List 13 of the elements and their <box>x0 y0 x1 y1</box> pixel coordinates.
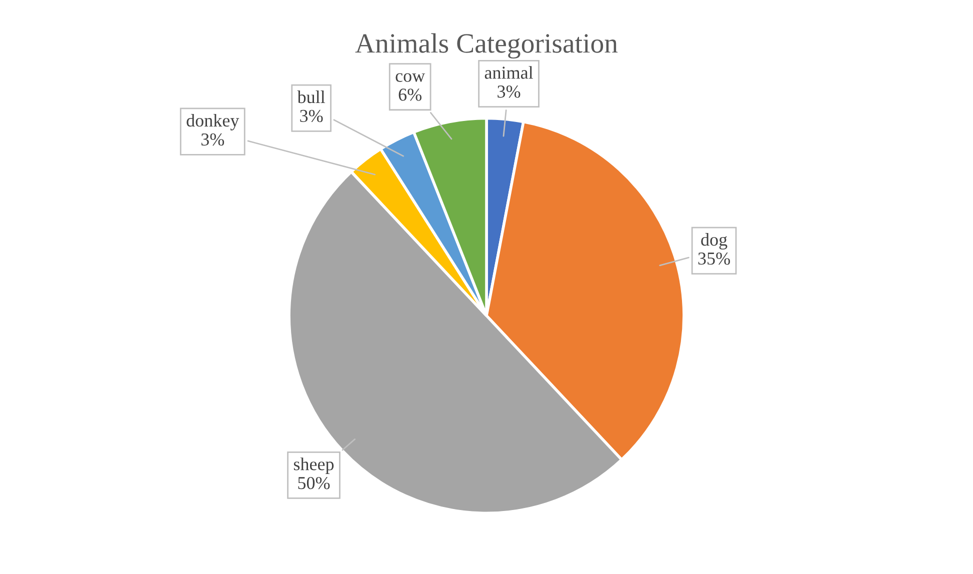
slice-label: dog <box>701 233 728 250</box>
data-label: 3% <box>201 133 224 146</box>
data-label: 3% <box>300 110 323 122</box>
slice-label: bull <box>297 90 326 104</box>
slice-label: donkey <box>186 114 240 130</box>
slice-label: animal <box>484 66 534 79</box>
slice-label: cow <box>396 73 426 82</box>
data-label: 3% <box>498 86 520 98</box>
data-label: 6% <box>398 88 422 101</box>
slice-label: sheep <box>294 458 334 474</box>
data-label: 50% <box>298 476 330 490</box>
chart-title: Animals Categorisation <box>355 33 618 59</box>
data-label: 35% <box>698 252 730 265</box>
